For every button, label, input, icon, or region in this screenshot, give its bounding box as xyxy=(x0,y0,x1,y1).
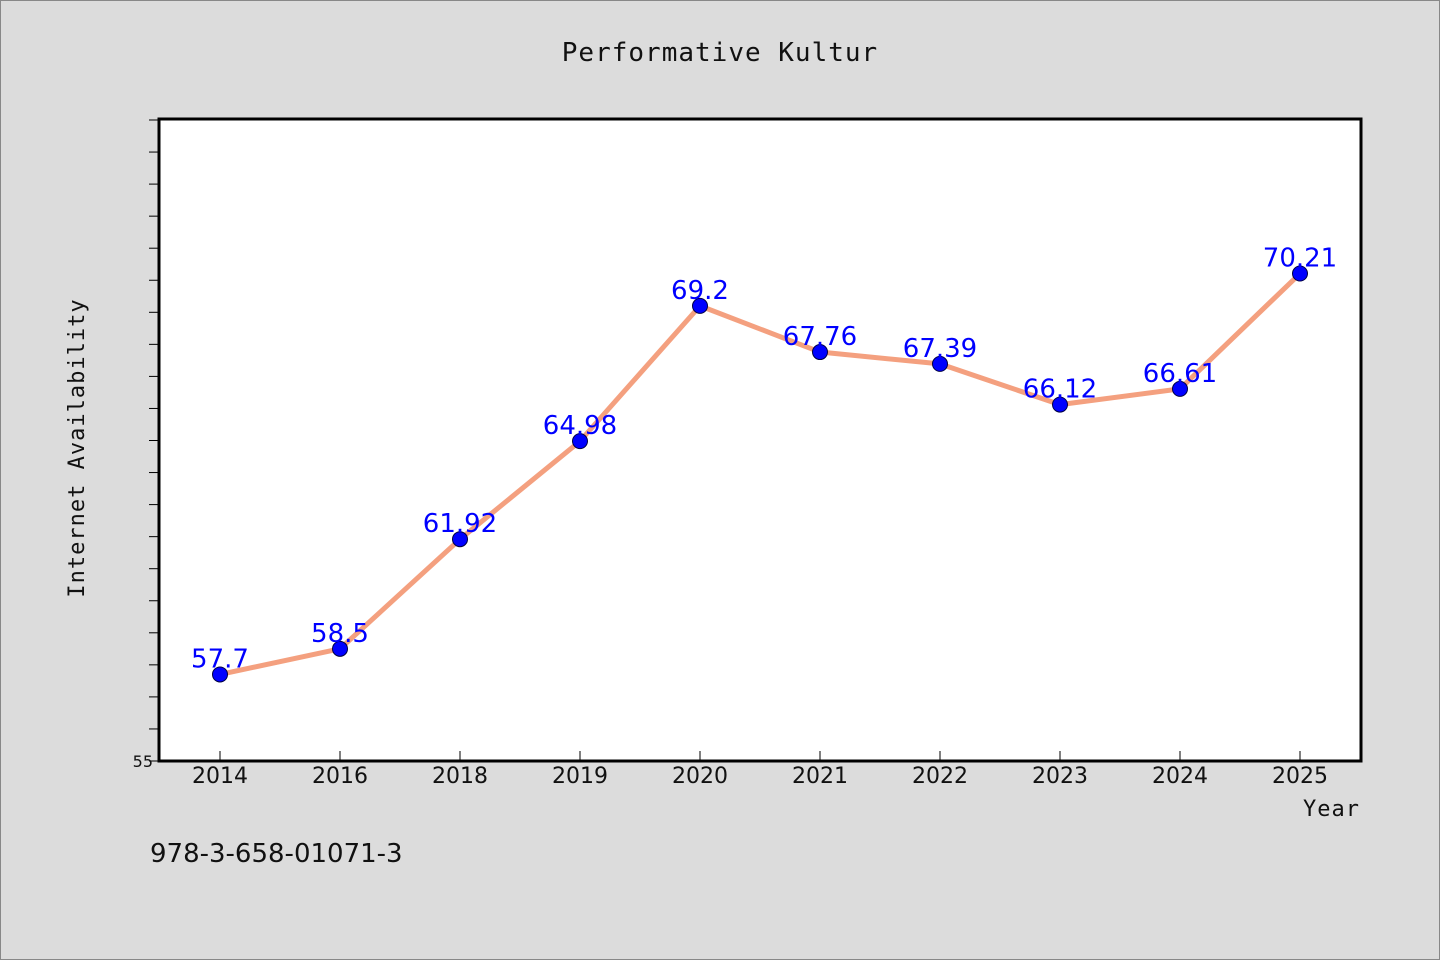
y-axis: 55 xyxy=(133,119,159,771)
data-point xyxy=(572,433,588,450)
x-tick-label: 2021 xyxy=(792,764,848,789)
data-label: 61.92 xyxy=(423,509,497,539)
plot-area xyxy=(157,117,1363,763)
data-point xyxy=(932,355,948,372)
chart-title: Performative Kultur xyxy=(562,38,878,68)
data-point xyxy=(1052,396,1068,413)
data-label: 64.98 xyxy=(543,411,617,441)
y-axis-label: Internet Availability xyxy=(65,298,90,597)
series-line xyxy=(217,271,1303,677)
data-label: 67.39 xyxy=(903,334,977,364)
data-label: 70.21 xyxy=(1263,244,1337,274)
data-labels: 57.7 58.5 61.92 64.98 69.2 67.76 67.39 66.12 66.… xyxy=(191,244,1337,675)
data-label: 69.2 xyxy=(671,276,729,306)
data-label: 58.5 xyxy=(311,619,369,649)
x-tick-label: 2014 xyxy=(192,764,248,789)
isbn-text: 978-3-658-01071-3 xyxy=(150,839,403,869)
x-tick-label: 2019 xyxy=(552,764,608,789)
data-label: 66.61 xyxy=(1143,359,1217,389)
x-tick-label: 2022 xyxy=(912,764,968,789)
x-tick-label: 2024 xyxy=(1152,764,1208,789)
x-axis-label: Year xyxy=(1303,797,1360,822)
data-label: 67.76 xyxy=(783,322,857,352)
x-tick-label: 2016 xyxy=(312,764,368,789)
data-label: 57.7 xyxy=(191,644,249,674)
data-point xyxy=(332,640,348,657)
x-tick-label: 2023 xyxy=(1032,764,1088,789)
data-point xyxy=(212,666,228,683)
data-point xyxy=(452,531,468,548)
x-axis: 2014 2016 2018 2019 2020 2021 2022 2023 2024 2025 xyxy=(192,751,1328,789)
data-label: 66.12 xyxy=(1023,375,1097,405)
series-layer xyxy=(212,265,1308,683)
y-tick-label: 55 xyxy=(133,752,153,771)
data-point xyxy=(1172,380,1188,397)
x-tick-label: 2025 xyxy=(1272,764,1328,789)
data-point xyxy=(812,344,828,361)
data-point xyxy=(692,297,708,314)
x-tick-label: 2020 xyxy=(672,764,728,789)
data-point xyxy=(1292,265,1308,282)
x-tick-label: 2018 xyxy=(432,764,488,789)
